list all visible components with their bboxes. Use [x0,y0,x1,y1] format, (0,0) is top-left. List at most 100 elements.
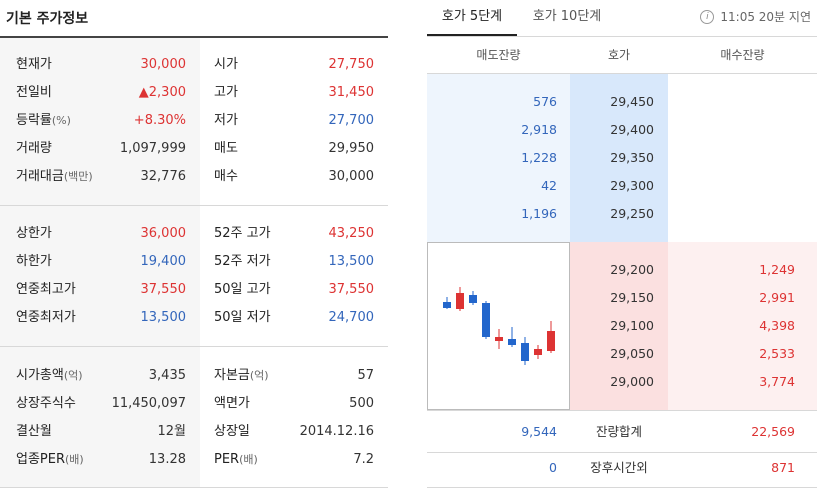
info-label-unit: (억) [63,369,83,382]
bid-qty: 2,991 [759,290,795,305]
bid-price: 29,150 [610,290,654,305]
bid-row[interactable]: 29,150 2,991 [427,284,817,312]
group-divider [0,205,388,206]
group-divider [0,346,388,347]
info-label-text: PER [214,452,240,467]
info-row: 연중최고가 37,550 50일 고가 37,550 [0,276,388,304]
ask-price: 29,250 [610,206,654,221]
info-label-text: 현재가 [16,57,52,72]
info-label-text: 결산월 [16,424,52,439]
ask-price: 29,350 [610,150,654,165]
bid-price: 29,050 [610,346,654,361]
ask-row[interactable]: 2,918 29,400 [427,116,817,144]
header-bid-qty: 매수잔량 [720,48,765,62]
info-label-text: 자본금 [214,368,250,383]
tab-orderbook-5[interactable]: 호가 5단계 [427,0,517,36]
info-row: 상장주식수 11,450,097 액면가 500 [0,390,388,418]
info-label: 상장주식수 [16,390,76,418]
mini-candlestick-chart [427,242,570,410]
info-label: 52주 저가 [214,248,271,276]
info-value: 31,450 [328,85,375,100]
bid-row[interactable]: 29,100 4,398 [427,312,817,340]
ask-price: 29,400 [610,122,654,137]
info-label: 등락률(%) [16,107,71,135]
info-value: 29,950 [328,141,375,156]
orderbook-divider [427,410,817,411]
info-label: 상한가 [16,220,52,248]
bid-row[interactable]: 29,200 1,249 [427,256,817,284]
ask-qty: 2,918 [521,122,557,137]
info-label-text: 50일 저가 [214,310,271,325]
info-row: 등락률(%) +8.30% 저가 27,700 [0,107,388,135]
header-divider [427,73,817,74]
ask-row[interactable]: 1,228 29,350 [427,144,817,172]
info-label-unit: (%) [51,114,71,127]
info-value: 500 [349,396,374,411]
bid-price: 29,000 [610,374,654,389]
info-value: 13.28 [148,452,186,467]
title-divider [0,36,388,38]
info-label: 시가 [214,51,238,79]
info-label: 고가 [214,79,238,107]
info-row: 하한가 19,400 52주 저가 13,500 [0,248,388,276]
info-value: ▲2,300 [138,85,186,100]
ask-price: 29,450 [610,94,654,109]
info-label: 상장일 [214,418,250,446]
info-label: 업종PER(배) [16,446,84,474]
summary-label: 잔량합계 [595,424,642,439]
ask-row[interactable]: 1,196 29,250 [427,200,817,228]
info-value: 37,550 [328,282,375,297]
summary-row: 0 장후시간외 871 [427,454,817,482]
info-row: 거래대금(백만) 32,776 매수 30,000 [0,163,388,191]
bid-row[interactable]: 29,000 3,774 [427,368,817,396]
info-value: 27,750 [328,57,375,72]
info-label: 매수 [214,163,238,191]
bid-price: 29,100 [610,318,654,333]
info-value: 57 [357,368,374,383]
info-label: 50일 저가 [214,304,271,332]
info-value: 7.2 [353,452,374,467]
group1-background [0,38,388,205]
ask-row[interactable]: 42 29,300 [427,172,817,200]
summary-ask-total: 0 [549,460,557,475]
candle [534,345,542,359]
info-label: 전일비 [16,79,52,107]
summary-bid-total: 871 [771,460,795,475]
info-label-text: 연중최저가 [16,310,76,325]
info-label: 결산월 [16,418,52,446]
candle [456,287,464,311]
ask-qty: 1,228 [521,150,557,165]
info-label: 액면가 [214,390,250,418]
ask-qty-background [427,74,570,242]
bid-price-background [570,242,668,410]
info-value: 13,500 [140,310,187,325]
info-value: 11,450,097 [111,396,186,411]
candle [508,327,516,347]
candle [495,329,503,349]
info-label: 거래량 [16,135,52,163]
candlestick-svg [443,287,555,365]
info-icon[interactable]: i [700,9,715,24]
candle [482,301,490,339]
info-label: 52주 고가 [214,220,271,248]
info-label: 거래대금(백만) [16,163,93,191]
orderbook-panel: 호가 5단계 호가 10단계 i 11:05 20분 지연 매도잔량 호가 매수… [427,0,817,498]
bid-qty: 4,398 [759,318,795,333]
bid-qty: 3,774 [759,374,795,389]
info-value: 3,435 [148,368,186,383]
info-label-text: 전일비 [16,85,52,100]
info-label-text: 상장주식수 [16,396,76,411]
info-label: 현재가 [16,51,52,79]
ask-qty: 42 [541,178,557,193]
info-label-unit: (배) [239,453,258,466]
ask-price-background [570,74,668,242]
info-label-text: 액면가 [214,396,250,411]
bid-row[interactable]: 29,050 2,533 [427,340,817,368]
candle [547,321,555,353]
info-value: 30,000 [140,57,187,72]
bottom-divider [427,487,817,488]
tab-orderbook-10[interactable]: 호가 10단계 [532,9,602,24]
ask-row[interactable]: 576 29,450 [427,88,817,116]
delay-text: 11:05 20분 지연 [720,10,811,24]
info-label-text: 매도 [214,141,238,156]
